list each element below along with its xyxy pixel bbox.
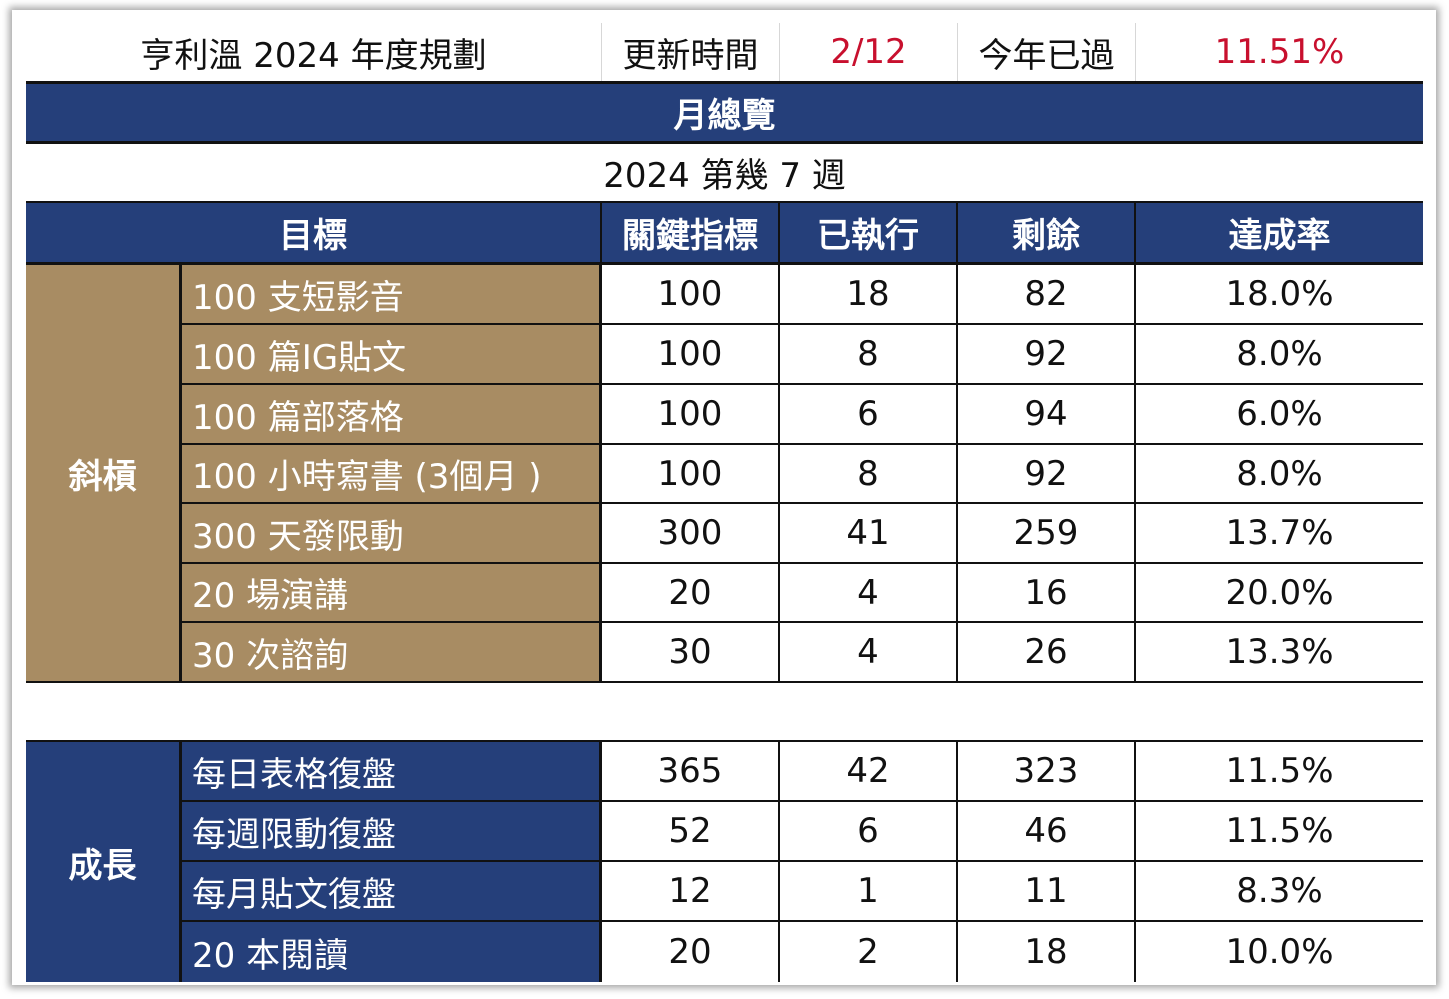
remaining-cell: 82 [958,265,1136,323]
month-overview-label: 月總覽 [673,96,776,136]
goal-item: 20 本閱讀 [182,922,602,982]
rate-cell: 6.0% [1236,394,1323,434]
table-row: 每週限動復盤 52 6 46 11.5% [182,802,1423,862]
goal-item: 30 次諮詢 [182,623,602,681]
remaining-cell: 323 [958,742,1136,800]
goal-item: 每日表格復盤 [182,742,602,800]
executed-cell: 6 [780,802,958,860]
header-completion-rate: 達成率 [1228,216,1331,256]
rate-cell: 8.0% [1236,334,1323,374]
executed-cell: 42 [780,742,958,800]
goal-item: 100 支短影音 [182,265,602,323]
header-executed: 已執行 [780,203,958,262]
year-passed-value: 11.51% [1214,32,1345,72]
remaining-cell: 16 [958,564,1136,621]
year-passed-label: 今年已過 [958,23,1136,81]
table-row: 100 支短影音 100 18 82 18.0% [182,265,1423,325]
rate-cell: 18.0% [1225,274,1334,314]
category-label: 成長 [26,742,182,982]
remaining-cell: 94 [958,385,1136,443]
remaining-cell: 46 [958,802,1136,860]
executed-cell: 2 [780,922,958,982]
key-metric-cell: 20 [602,564,780,621]
table-row: 100 小時寫書 (3個月 ) 100 8 92 8.0% [182,445,1423,504]
key-metric-cell: 300 [602,504,780,562]
remaining-cell: 92 [958,445,1136,502]
table-row: 20 本閱讀 20 2 18 10.0% [182,922,1423,982]
key-metric-cell: 100 [602,385,780,443]
table-row: 每日表格復盤 365 42 323 11.5% [182,742,1423,802]
key-metric-cell: 100 [602,445,780,502]
group-slash: 斜槓 100 支短影音 100 18 82 18.0% 100 篇IG貼文 10… [26,265,1423,683]
table-row: 100 篇IG貼文 100 8 92 8.0% [182,325,1423,385]
rate-cell: 8.3% [1236,871,1323,911]
remaining-cell: 92 [958,325,1136,383]
executed-cell: 8 [780,325,958,383]
key-metric-cell: 100 [602,325,780,383]
table-row: 20 場演講 20 4 16 20.0% [182,564,1423,623]
executed-cell: 4 [780,564,958,621]
key-metric-cell: 20 [602,922,780,982]
goal-item: 300 天發限動 [182,504,602,562]
header-goal: 目標 [26,203,602,262]
rate-cell: 11.5% [1225,751,1334,791]
table-row: 每月貼文復盤 12 1 11 8.3% [182,862,1423,922]
executed-cell: 6 [780,385,958,443]
month-overview-bar: 月總覽 [26,84,1423,144]
executed-cell: 4 [780,623,958,681]
table-row: 100 篇部落格 100 6 94 6.0% [182,385,1423,445]
week-row: 2024 第幾 7 週 [26,144,1423,204]
table-row: 30 次諮詢 30 4 26 13.3% [182,623,1423,681]
week-label: 2024 第幾 7 週 [603,156,846,196]
rate-cell: 13.3% [1225,632,1334,672]
update-time-value: 2/12 [780,23,958,81]
goal-item: 每月貼文復盤 [182,862,602,920]
key-metric-cell: 30 [602,623,780,681]
key-metric-cell: 365 [602,742,780,800]
sheet-title: 亨利溫 2024 年度規劃 [26,23,602,81]
executed-cell: 1 [780,862,958,920]
remaining-cell: 18 [958,922,1136,982]
executed-cell: 18 [780,265,958,323]
remaining-cell: 26 [958,623,1136,681]
rate-cell: 10.0% [1225,932,1334,972]
column-header-row: 目標 關鍵指標 已執行 剩餘 達成率 [26,203,1423,265]
group-growth: 成長 每日表格復盤 365 42 323 11.5% 每週限動復盤 52 6 4… [26,740,1423,982]
spreadsheet-frame: 亨利溫 2024 年度規劃 更新時間 2/12 今年已過 11.51% 月總覽 … [12,10,1436,985]
category-label: 斜槓 [26,265,182,681]
key-metric-cell: 52 [602,802,780,860]
rate-cell: 13.7% [1225,513,1334,553]
remaining-cell: 259 [958,504,1136,562]
rate-cell: 8.0% [1236,453,1323,494]
goal-item: 20 場演講 [182,564,602,621]
executed-cell: 41 [780,504,958,562]
executed-cell: 8 [780,445,958,502]
table-row: 300 天發限動 300 41 259 13.7% [182,504,1423,564]
remaining-cell: 11 [958,862,1136,920]
key-metric-cell: 12 [602,862,780,920]
goal-item: 100 小時寫書 (3個月 ) [182,445,602,502]
goal-item: 100 篇部落格 [182,385,602,443]
rate-cell: 20.0% [1225,572,1334,613]
goal-item: 每週限動復盤 [182,802,602,860]
header-key-metric: 關鍵指標 [602,203,780,262]
title-row: 亨利溫 2024 年度規劃 更新時間 2/12 今年已過 11.51% [26,23,1423,84]
header-remaining: 剩餘 [958,203,1136,262]
key-metric-cell: 100 [602,265,780,323]
update-time-label: 更新時間 [602,23,780,81]
rate-cell: 11.5% [1225,811,1334,851]
goal-item: 100 篇IG貼文 [182,325,602,383]
